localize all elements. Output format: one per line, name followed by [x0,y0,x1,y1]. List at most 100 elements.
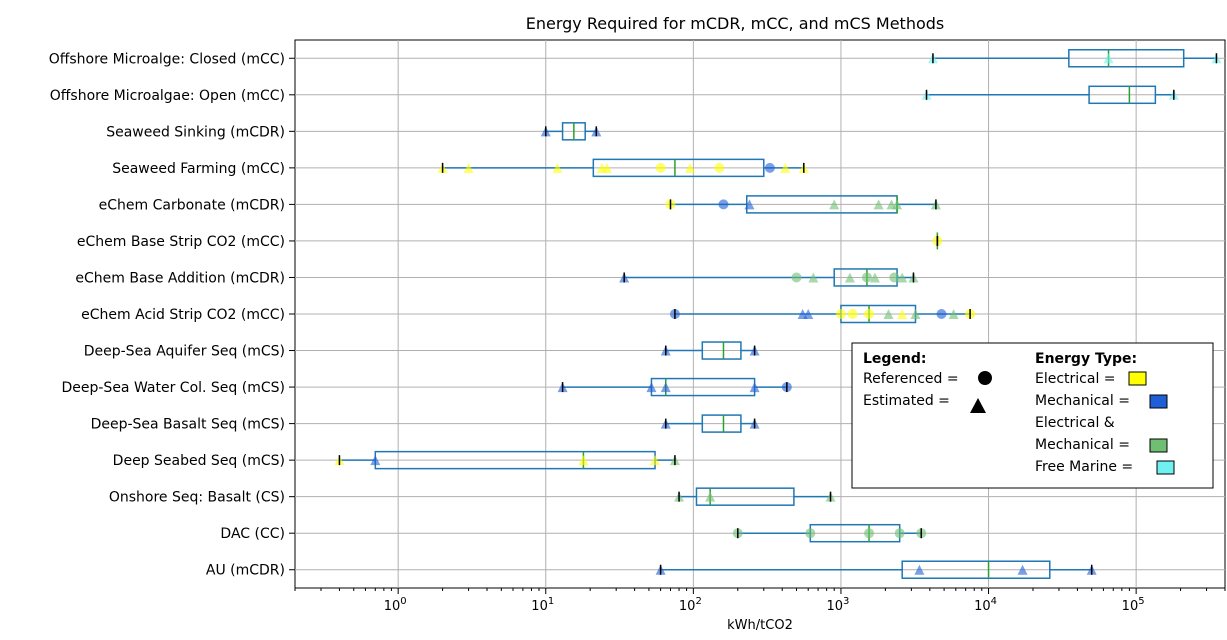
referenced-point [889,272,900,283]
category-series [665,195,941,214]
legend-triangle-marker [970,398,986,413]
estimated-point [948,309,959,319]
category-series [932,232,943,250]
legend-mechanical-swatch [1149,394,1168,409]
category-series [619,268,919,287]
legend-electrical-swatch [1128,371,1147,386]
referenced-point [718,199,729,210]
x-axis-label: kWh/tCO2 [727,618,793,633]
category-label: Deep-Sea Aquifer Seq (mCS) [84,344,285,360]
estimated-point [808,272,819,283]
legend-referenced-label: Referenced = [863,371,959,387]
referenced-point [894,528,905,539]
estimated-point [897,309,908,319]
legend-free-marine-label: Free Marine = [1035,459,1133,475]
x-axis-ticks: 100 101 102 103 104 105 [289,57,1226,614]
referenced-point [805,528,816,539]
category-label: Seaweed Farming (mCC) [112,161,285,177]
referenced-point [861,272,872,283]
estimated-point [892,199,903,210]
legend-box [851,342,1214,489]
category-label: Deep Seabed Seq (mCS) [113,453,285,469]
legend-electrical-label: Electrical = [1035,371,1116,387]
legend-title: Legend: [863,351,927,367]
category-series [660,414,760,433]
estimated-point [744,199,755,210]
category-label: DAC (CC) [220,526,285,542]
iqr-box [592,158,765,178]
iqr-box [701,341,742,360]
category-label: AU (mCDR) [206,563,285,579]
legend-estimated-label: Estimated = [863,393,950,409]
category-label: Offshore Microalgae: Open (mCC) [50,88,285,104]
category-label: Deep-Sea Water Col. Seq (mCS) [61,380,285,396]
category-series [655,560,1097,579]
iqr-box [695,487,795,506]
estimated-point [803,309,814,319]
legend-elec-mech-swatch [1149,438,1168,453]
x-tick-label: 105 [1122,596,1145,614]
referenced-point [835,309,846,319]
estimated-point [780,162,791,173]
estimated-point [897,272,908,283]
estimated-point [578,455,589,466]
estimated-point [873,199,884,210]
estimated-point [749,382,760,393]
estimated-point [829,199,840,210]
category-series [921,85,1179,105]
category-label: Onshore Seq: Basalt (CS) [109,490,285,506]
estimated-point [660,382,671,393]
x-tick-label: 104 [974,596,997,614]
estimated-point [869,272,880,283]
category-label: eChem Carbonate (mCDR) [99,197,285,213]
x-tick-label: 102 [679,596,702,614]
category-series [669,304,976,324]
legend-elec-mech-label-1: Electrical & [1035,415,1115,431]
iqr-box [701,414,742,433]
referenced-point [864,309,875,319]
category-series [334,450,680,470]
legend-circle-marker [978,371,992,385]
category-label: eChem Acid Strip CO2 (mCC) [81,307,285,323]
estimated-point [685,162,696,173]
x-tick-label: 103 [826,596,849,614]
category-label: Seaweed Sinking (mCDR) [106,124,285,140]
estimated-point [650,455,661,466]
estimated-point [552,162,563,173]
referenced-point [847,309,858,319]
legend-free-marine-swatch [1156,460,1175,475]
iqr-box [1068,49,1185,68]
estimated-point [370,455,381,466]
x-tick-label: 100 [384,596,407,614]
iqr-box [1088,85,1157,105]
estimated-point [646,382,657,393]
referenced-point [714,162,725,173]
category-series [927,49,1222,68]
referenced-point [791,272,802,283]
category-series [732,523,927,543]
iqr-box [901,560,1051,579]
category-series [674,487,836,506]
category-series [660,341,760,360]
referenced-point [864,528,875,539]
estimated-point [844,272,855,283]
category-series [540,122,602,141]
y-axis-categories: Offshore Microalge: Closed (mCC) Offshore… [49,51,285,578]
legend-elec-mech-label-2: Mechanical = [1035,437,1130,453]
estimated-point [910,309,921,319]
estimated-point [883,309,894,319]
category-series [557,377,792,397]
referenced-point [936,309,947,319]
estimated-point [602,162,613,173]
category-label: Deep-Sea Basalt Seq (mCS) [91,417,285,433]
legend-energy-title: Energy Type: [1035,351,1137,367]
category-label: eChem Base Addition (mCDR) [75,270,285,286]
estimated-point [914,564,925,575]
estimated-point [1017,564,1028,575]
category-series [437,158,809,178]
category-label: Offshore Microalge: Closed (mCC) [49,51,285,67]
chart-title: Energy Required for mCDR, mCC, and mCS M… [526,14,944,33]
estimated-point [463,162,474,173]
